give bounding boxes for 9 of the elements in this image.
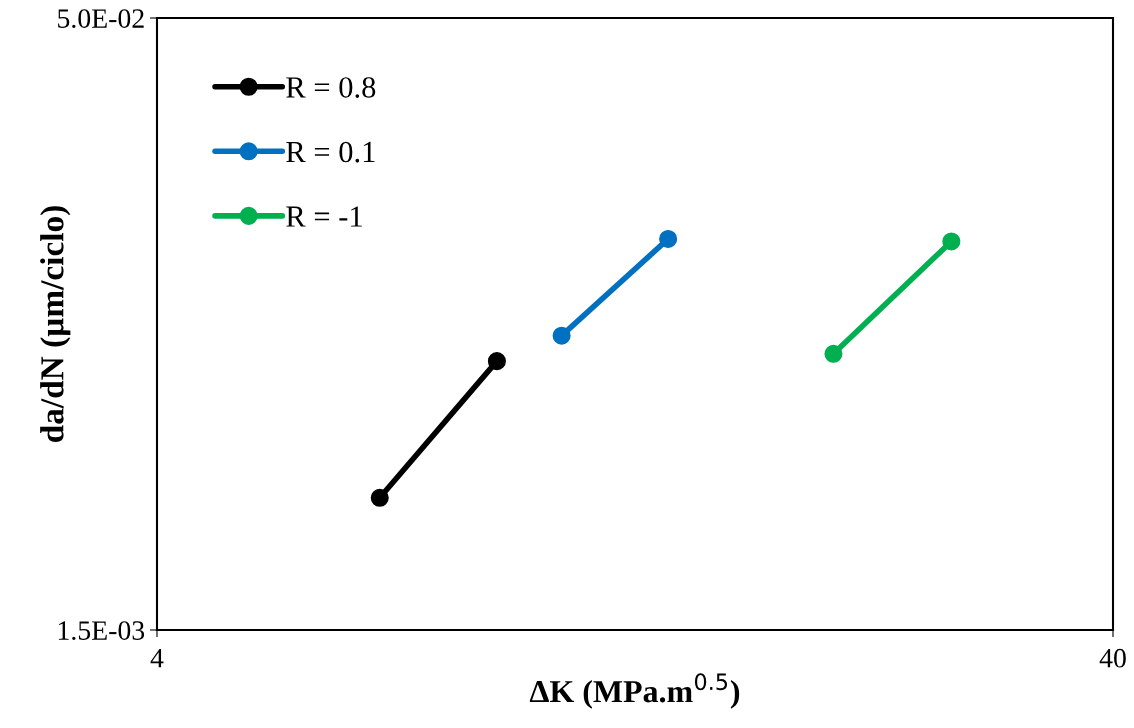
- y-axis-title: da/dN (µm/ciclo): [40, 206, 71, 442]
- y-tick-label: 1.5E-03: [58, 621, 145, 641]
- legend-label: R = 0.8: [286, 77, 376, 98]
- x-tick-label: 4: [150, 649, 164, 668]
- x-axis-title: ΔK (MPa.m$^{0.5}$): [529, 673, 740, 709]
- legend-label: R = -1: [286, 206, 362, 227]
- x-tick-label: 40: [1099, 648, 1126, 668]
- y-tick-label: 5.0E-02: [58, 9, 144, 29]
- legend-label: R = 0.1: [286, 141, 375, 163]
